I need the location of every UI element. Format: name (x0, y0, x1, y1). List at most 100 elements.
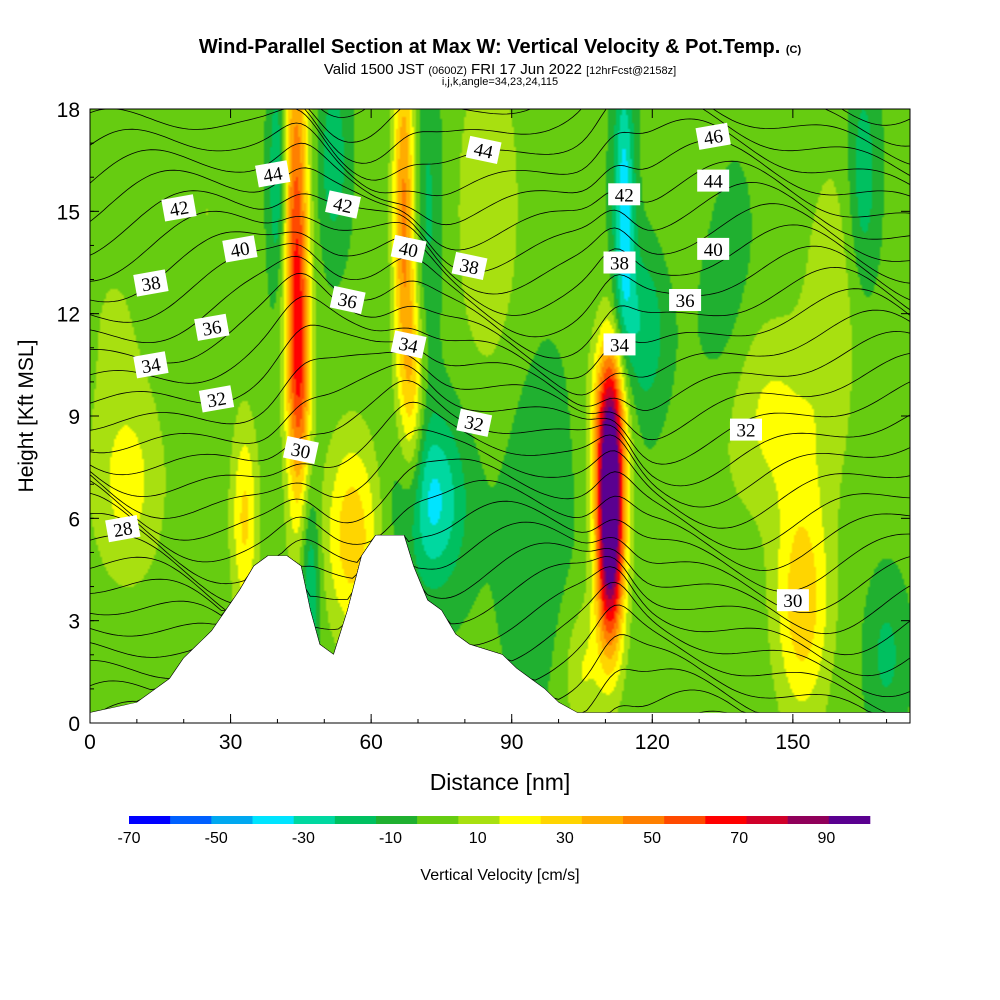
colorbar-tick-label: 90 (818, 830, 836, 847)
theta-contour-line (90, 224, 910, 316)
theta-contour-line (90, 203, 910, 295)
contour-label: 38 (133, 269, 169, 297)
contour-label-box (133, 269, 169, 297)
contour-label-box (194, 313, 230, 341)
colorbar-tick-label: -50 (205, 830, 228, 847)
y-tick-label: 9 (68, 406, 80, 429)
contour-label-box (161, 194, 197, 222)
contour-label-text: 38 (610, 254, 629, 275)
colorbar-swatch (170, 816, 212, 824)
colorbar-swatch (129, 816, 171, 824)
contour-label-text: 40 (704, 240, 723, 261)
colorbar: -70 -50 -30 -10 10 30 50 70 90 (117, 816, 871, 847)
contour-label: 32 (730, 418, 762, 442)
contour-label: 42 (325, 190, 361, 219)
theta-contour-line (90, 521, 910, 613)
contour-label-box (451, 251, 488, 280)
contour-label: 44 (255, 160, 291, 188)
contour-label-box (329, 285, 366, 315)
contour-label-text: 36 (676, 291, 695, 312)
colorbar-swatch (376, 816, 418, 824)
colorbar-swatch (252, 816, 294, 824)
contour-label-text: 42 (168, 197, 190, 221)
contour-label: 38 (603, 251, 636, 275)
contour-label: 42 (161, 194, 197, 222)
contour-label-text: 44 (704, 172, 724, 193)
contour-label-text: 40 (229, 238, 251, 262)
contour-label-box (608, 183, 641, 206)
contour-label-box (776, 589, 809, 612)
x-tick-label: 90 (500, 731, 523, 754)
colorbar-swatch (787, 816, 830, 824)
x-tick-label: 150 (775, 731, 810, 754)
contour-label: 34 (603, 333, 636, 356)
y-tick-label: 3 (68, 611, 80, 634)
colorbar-tick-label: -30 (292, 830, 315, 847)
theta-contour-line (90, 458, 910, 550)
y-tick-label: 0 (68, 713, 80, 736)
contour-label-text: 36 (336, 289, 359, 313)
contour-label: 30 (282, 436, 319, 465)
theta-contour-line (90, 109, 910, 181)
x-tick-label: 120 (635, 731, 670, 754)
contour-label-text: 46 (702, 126, 724, 150)
contour-label: 32 (456, 408, 493, 437)
contour-labels: 28 30 30 32 32 32 34 34 34 36 36 36 38 38 38 40 40 40 42 42… (105, 122, 809, 612)
contour-label: 34 (133, 351, 169, 379)
contour-label-text: 34 (610, 335, 630, 356)
contour-label-text: 32 (462, 412, 485, 436)
colorbar-tick-label: -70 (117, 830, 140, 847)
contour-label-box (198, 385, 235, 413)
contour-label-text: 30 (289, 439, 312, 463)
theta-contour-line (320, 109, 910, 126)
colorbar-swatch (746, 816, 788, 824)
terrain (90, 535, 910, 723)
contour-label: 40 (390, 234, 427, 263)
contour-label: 38 (451, 251, 488, 280)
contour-label: 30 (776, 589, 809, 612)
contour-label-box (390, 330, 427, 359)
contour-label-text: 38 (140, 272, 162, 296)
contour-label-text: 44 (262, 163, 285, 187)
colorbar-swatch (581, 816, 624, 824)
theta-contour-line (90, 535, 910, 635)
contour-label-text: 32 (737, 421, 756, 442)
theta-contour-line (308, 109, 910, 147)
contour-label-box (282, 436, 319, 465)
contour-label-box (222, 235, 258, 263)
colorbar-tick-label: 30 (556, 830, 574, 847)
contour-label: 40 (222, 235, 258, 263)
y-tick-label: 18 (57, 99, 80, 122)
contour-label-box (730, 418, 762, 441)
colorbar-tick-label: 50 (643, 830, 661, 847)
x-tick-label: 60 (359, 731, 382, 754)
contour-label-text: 36 (201, 317, 223, 341)
theta-contour-line (90, 0, 910, 104)
contour-label-text: 34 (397, 334, 420, 359)
contour-label: 42 (608, 183, 641, 206)
x-axis: 0 30 60 90 120 150 (84, 109, 888, 754)
colorbar-tick-label: -10 (379, 830, 402, 847)
colorbar-tick-label: 10 (469, 830, 487, 847)
theta-contour-line (90, 363, 910, 465)
theta-contour-line (90, 255, 910, 359)
contour-label-box (603, 333, 636, 356)
contour-label-box (133, 351, 169, 379)
contour-label-text: 42 (615, 185, 634, 206)
theta-contour-line (90, 351, 910, 441)
contour-label-text: 40 (397, 238, 420, 262)
colorbar-swatch (705, 816, 747, 824)
x-tick-label: 30 (219, 731, 242, 754)
colorbar-swatch (211, 816, 253, 824)
theta-contour-line (90, 118, 910, 197)
theta-contour-line (90, 160, 910, 251)
contour-label-box (697, 237, 730, 260)
y-tick-label: 15 (57, 201, 80, 224)
theta-contour-line (90, 181, 910, 273)
colorbar-swatch (499, 816, 541, 824)
theta-contour-line (90, 479, 910, 571)
contour-label-box (669, 289, 702, 311)
colorbar-swatch (417, 816, 459, 824)
contour-label-box (105, 514, 141, 543)
contour-label-text: 32 (206, 388, 228, 412)
